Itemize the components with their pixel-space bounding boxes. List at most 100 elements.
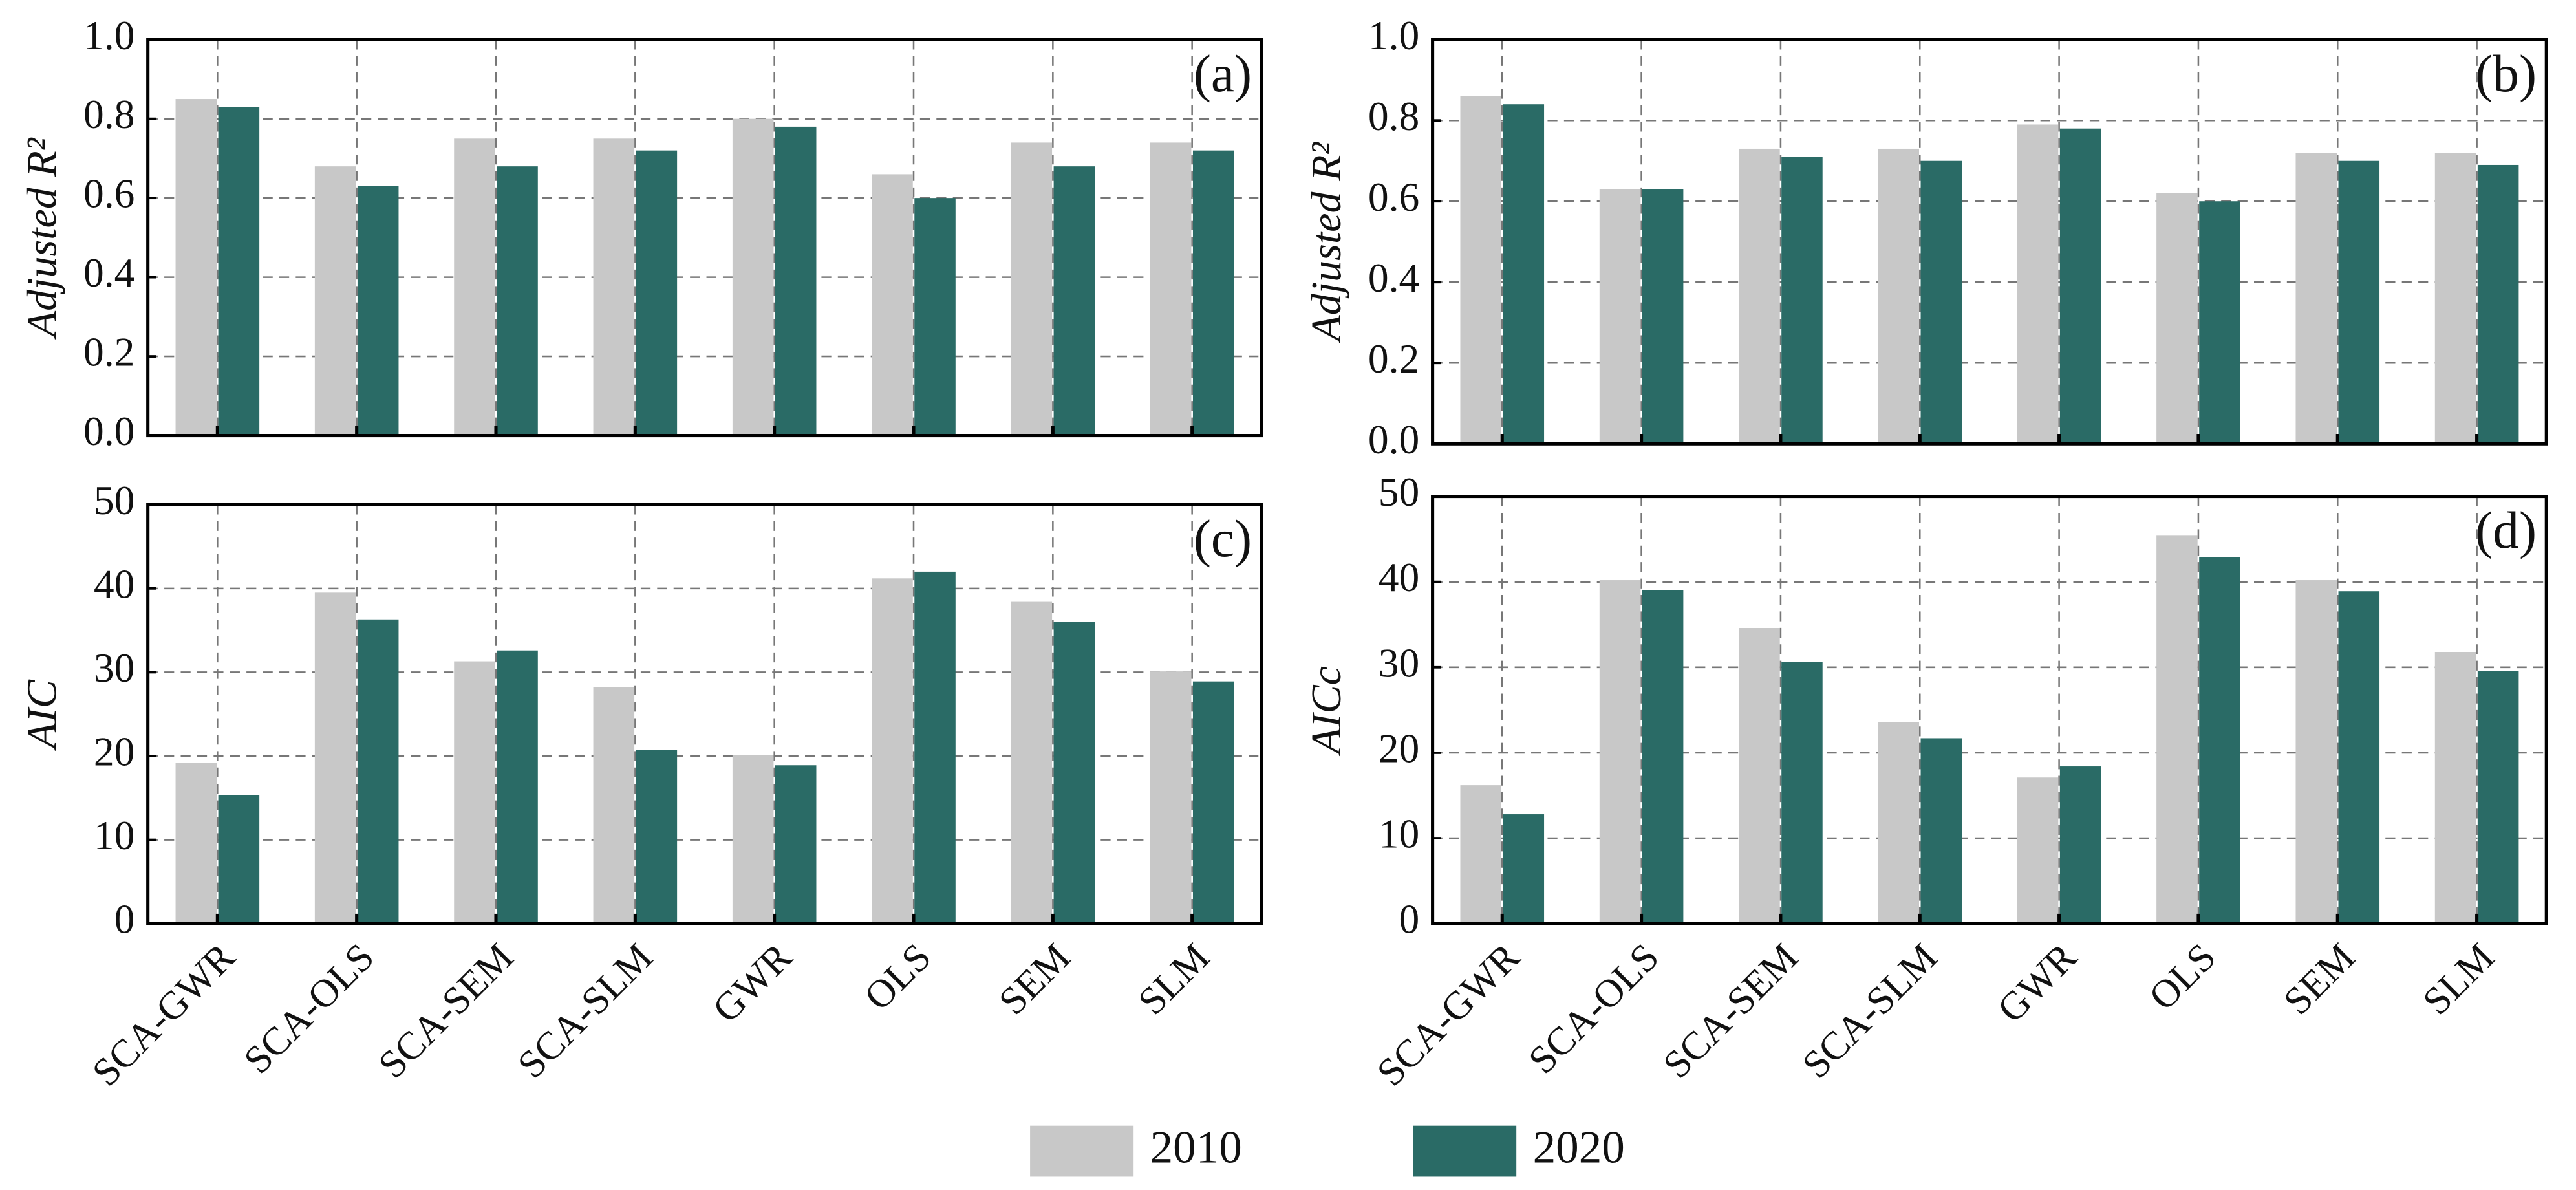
- y-tick-label: 0.0: [1368, 416, 1419, 462]
- y-tick-label: 0.8: [1368, 93, 1419, 139]
- bar: [2295, 153, 2337, 444]
- bar: [2017, 124, 2059, 444]
- y-tick-label: 0.0: [83, 408, 134, 454]
- plot-frame: [146, 38, 1263, 438]
- bar: [1011, 601, 1053, 924]
- y-axis-title: AICc: [1303, 666, 1350, 757]
- bar: [497, 650, 538, 924]
- x-tick-label: SCA-SLM: [1794, 935, 1946, 1087]
- y-tick-label: 40: [94, 561, 135, 607]
- bar: [2477, 671, 2519, 924]
- y-tick-label: 0: [114, 896, 135, 942]
- y-tick-label: 1.0: [1368, 12, 1419, 58]
- y-tick-label: 0.8: [83, 91, 134, 137]
- y-tick-label: 1.0: [83, 12, 134, 58]
- bar: [636, 750, 678, 924]
- legend-swatch: [1030, 1125, 1134, 1177]
- x-tick-label: SCA-SLM: [510, 935, 661, 1087]
- bar: [1781, 662, 1823, 924]
- bar: [314, 592, 356, 924]
- y-tick-label: 0.4: [83, 250, 134, 296]
- y-axis-title: Adjusted R²: [1303, 142, 1350, 344]
- bar: [1599, 189, 1641, 444]
- x-tick-label: SEM: [2275, 935, 2363, 1023]
- panel: 0.0 0.2 0.4 0.6 0.8 1.0 (b) Adjusted R²: [1303, 12, 2548, 462]
- x-tick-label: SCA-OLS: [1521, 935, 1668, 1082]
- y-tick-label: 30: [1379, 640, 1420, 686]
- y-tick-label: 40: [1379, 554, 1420, 600]
- x-tick-label: SLM: [1130, 935, 1218, 1023]
- bar: [1642, 590, 1684, 924]
- bar: [593, 687, 635, 924]
- bar: [636, 150, 678, 436]
- bar: [1460, 785, 1501, 924]
- panel: 0.0 0.2 0.4 0.6 0.8 1.0 (a) Adjusted R²: [18, 12, 1263, 454]
- bar: [218, 795, 260, 924]
- x-tick-label: SLM: [2415, 935, 2503, 1023]
- bar: [1503, 814, 1545, 924]
- panel-label: (d): [2475, 501, 2537, 559]
- y-tick-label: 0.4: [1368, 255, 1419, 301]
- panel-label: (c): [1194, 510, 1252, 568]
- y-tick-label: 50: [1379, 469, 1420, 515]
- bar: [1920, 738, 1962, 924]
- bar: [1150, 142, 1192, 436]
- bar: [454, 138, 495, 436]
- bar: [1920, 160, 1962, 444]
- bar: [1150, 671, 1192, 924]
- bar: [1460, 96, 1501, 444]
- bar: [2156, 536, 2198, 924]
- y-tick-label: 0.6: [83, 171, 134, 217]
- bar: [357, 186, 399, 436]
- bar: [497, 166, 538, 436]
- legend-swatch: [1413, 1125, 1517, 1177]
- y-tick-label: 50: [94, 477, 135, 523]
- bar: [2017, 777, 2059, 924]
- bar: [2295, 580, 2337, 924]
- bar: [2059, 128, 2101, 444]
- bar: [775, 765, 817, 924]
- legend-label: 2010: [1150, 1123, 1242, 1173]
- bar: [175, 99, 217, 436]
- bar: [1739, 628, 1780, 924]
- plot-frame: [146, 503, 1263, 925]
- panel-label: (b): [2475, 45, 2537, 103]
- y-tick-label: 0: [1399, 896, 1419, 942]
- y-tick-label: 30: [94, 645, 135, 691]
- bar: [314, 166, 356, 436]
- bar: [2434, 652, 2476, 924]
- legend-label: 2020: [1533, 1123, 1625, 1173]
- bar: [1642, 189, 1684, 444]
- plot-frame: [1431, 38, 2548, 446]
- y-tick-label: 20: [94, 729, 135, 775]
- bar: [1053, 622, 1095, 924]
- x-tick-label: OLS: [2141, 935, 2224, 1019]
- bar: [1192, 681, 1234, 924]
- x-tick-label: SCA-GWR: [1369, 935, 1528, 1094]
- bar: [872, 578, 913, 924]
- x-tick-label: SEM: [991, 935, 1079, 1023]
- bar: [732, 118, 774, 436]
- bar: [1599, 580, 1641, 924]
- bar: [1878, 722, 1919, 924]
- legend: 2010 2020: [1030, 1123, 1625, 1177]
- x-tick-label: SCA-SEM: [370, 935, 522, 1087]
- bar: [1192, 150, 1234, 436]
- bar: [2199, 557, 2240, 924]
- bar: [357, 619, 399, 924]
- x-tick-label: OLS: [856, 935, 939, 1019]
- bar: [1739, 148, 1780, 444]
- bar: [1781, 157, 1823, 444]
- bar: [2156, 193, 2198, 444]
- bar: [2434, 153, 2476, 444]
- y-axis-title: Adjusted R²: [18, 137, 65, 340]
- bar: [914, 571, 956, 924]
- bar: [775, 126, 817, 436]
- y-tick-label: 0.2: [83, 329, 134, 375]
- bar: [872, 174, 913, 436]
- bar: [2477, 164, 2519, 444]
- bar: [1053, 166, 1095, 436]
- plot-frame: [1431, 495, 2548, 925]
